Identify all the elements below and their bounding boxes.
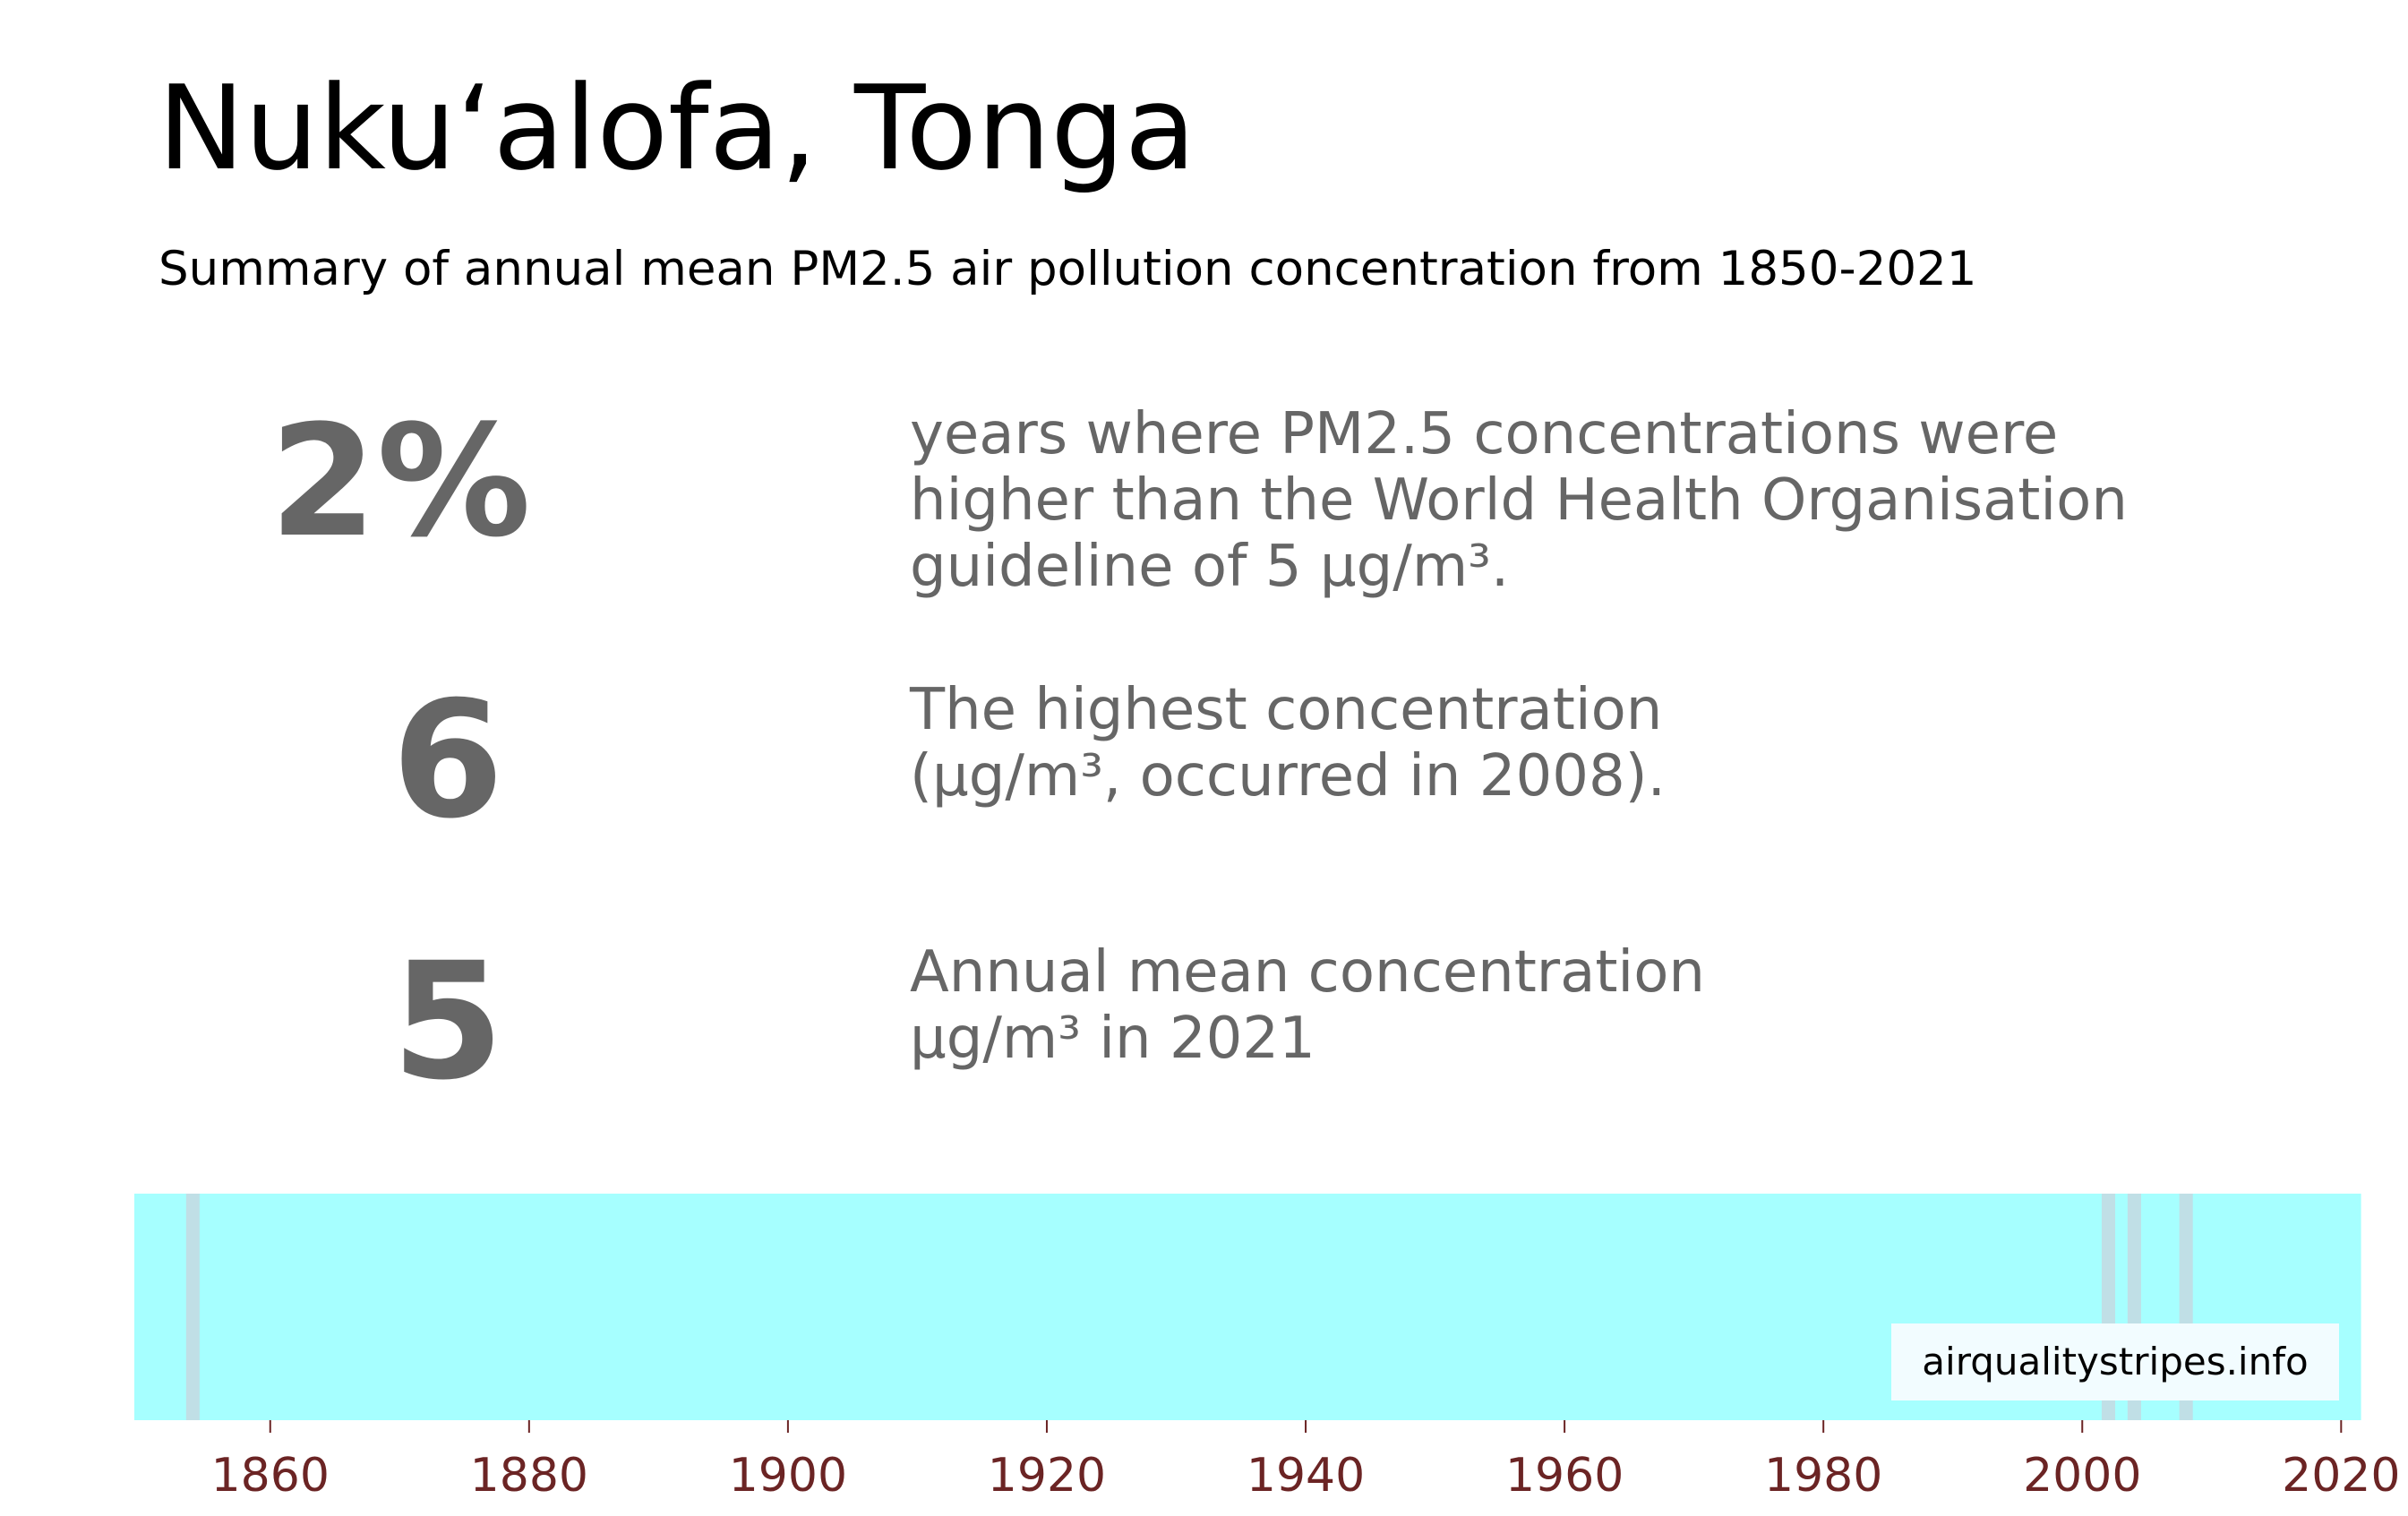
- stat-highest-line-1: The highest concentration: [910, 677, 1663, 743]
- stat-highest-description: The highest concentration (µg/m³, occurr…: [910, 677, 1666, 809]
- stat-highest-line-2: (µg/m³, occurred in 2008).: [910, 743, 1666, 809]
- watermark-label: airqualitystripes.info: [1891, 1323, 2339, 1400]
- x-tick-label-1880: 1880: [470, 1449, 588, 1503]
- stat-exceedance-line-2: higher than the World Health Organisatio…: [910, 467, 2128, 534]
- stat-exceedance-value: 2%: [269, 391, 531, 571]
- x-tick-label-2020: 2020: [2282, 1449, 2400, 1503]
- stat-exceedance-line-1: years where PM2.5 concentrations were: [910, 401, 2059, 467]
- x-tick-label-1980: 1980: [1764, 1449, 1882, 1503]
- x-tick-label-1960: 1960: [1505, 1449, 1624, 1503]
- x-tick-label-1900: 1900: [729, 1449, 847, 1503]
- stat-annual-mean-line-2: µg/m³ in 2021: [910, 1006, 1315, 1072]
- stat-exceedance-description: years where PM2.5 concentrations were hi…: [910, 401, 2128, 600]
- x-tick-label-2000: 2000: [2023, 1449, 2141, 1503]
- stat-annual-mean-value: 5: [391, 929, 504, 1116]
- page-title: Nuku‘alofa, Tonga: [158, 60, 1196, 196]
- stat-highest-value: 6: [391, 667, 504, 854]
- x-tick-label-1940: 1940: [1247, 1449, 1365, 1503]
- stripe-1854: [185, 1194, 200, 1420]
- x-tick-label-1860: 1860: [211, 1449, 330, 1503]
- page-subtitle: Summary of annual mean PM2.5 air polluti…: [159, 242, 1977, 296]
- x-tick-label-1920: 1920: [988, 1449, 1106, 1503]
- stat-annual-mean-line-1: Annual mean concentration: [910, 939, 1705, 1006]
- stat-annual-mean-description: Annual mean concentration µg/m³ in 2021: [910, 939, 1705, 1072]
- stripe-2021: [2347, 1194, 2361, 1420]
- stat-exceedance-line-3: guideline of 5 µg/m³.: [910, 534, 1510, 600]
